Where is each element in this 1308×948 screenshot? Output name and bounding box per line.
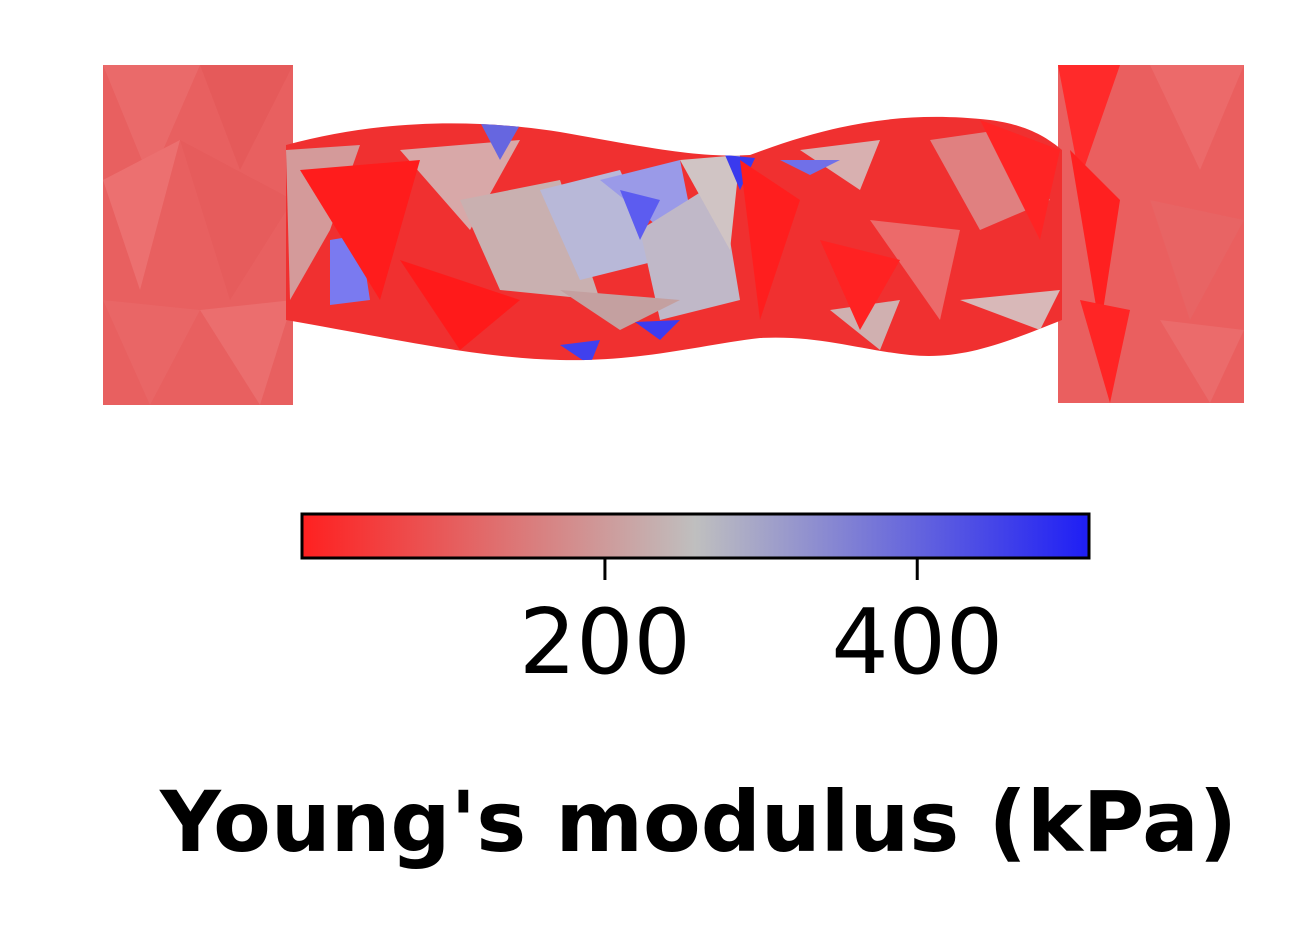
colorbar-title: Young's modulus (kPa) <box>160 773 1238 871</box>
right-grip <box>1058 65 1244 403</box>
colorbar-ticks <box>603 558 919 580</box>
specimen-body <box>286 116 1062 361</box>
left-grip <box>103 65 293 405</box>
colorbar-bar <box>300 512 1091 560</box>
colorbar-tick-label: 400 <box>831 590 1004 695</box>
colorbar <box>300 512 1091 580</box>
colorbar-tick-label: 200 <box>519 590 691 695</box>
